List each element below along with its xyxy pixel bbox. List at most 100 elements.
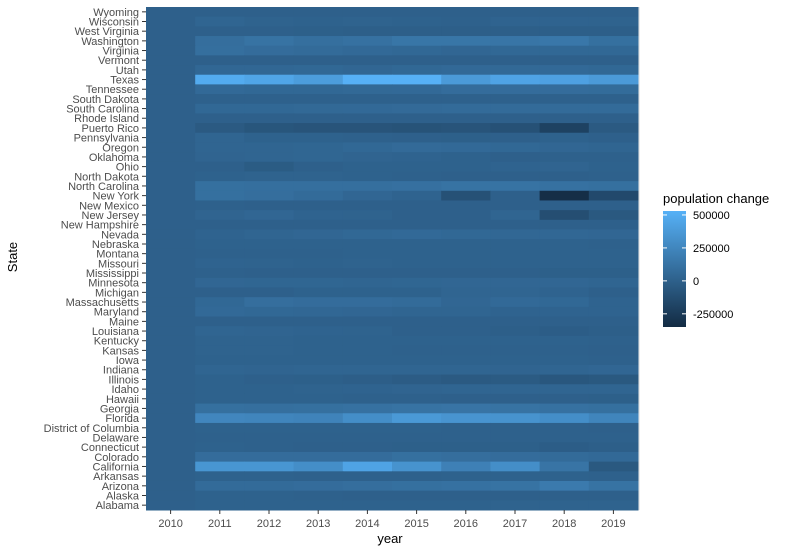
heatmap-cell <box>342 393 393 405</box>
heatmap-cell <box>588 210 639 221</box>
heatmap-cell <box>195 181 245 192</box>
heatmap-cell <box>441 480 491 492</box>
heatmap-cell <box>244 490 295 501</box>
heatmap-cell <box>539 432 590 443</box>
x-tick-label: 2017 <box>503 518 527 530</box>
heatmap-cell <box>392 181 442 192</box>
heatmap-cell <box>195 94 245 105</box>
heatmap-cell <box>195 490 245 501</box>
heatmap-cell <box>244 200 295 211</box>
heatmap-cell <box>244 326 295 337</box>
y-tick-label: New Mexico <box>79 200 139 212</box>
heatmap-cell <box>195 248 245 259</box>
heatmap-cell <box>342 306 393 318</box>
heatmap-cell <box>244 94 295 105</box>
heatmap-cell <box>342 461 393 472</box>
heatmap-cell <box>342 471 393 482</box>
y-tick-label: Rhode Island <box>74 113 139 125</box>
heatmap-cell <box>490 171 541 182</box>
heatmap-cell <box>342 490 393 501</box>
heatmap-cell <box>441 74 491 85</box>
y-tick-label: Puerto Rico <box>82 123 139 135</box>
heatmap-cell <box>441 335 491 347</box>
heatmap-cell <box>441 239 491 250</box>
heatmap-cell <box>195 161 245 172</box>
heatmap-cell <box>392 132 442 143</box>
heatmap-cell <box>195 26 245 37</box>
heatmap-cell <box>146 190 196 201</box>
heatmap-cell <box>293 132 344 143</box>
heatmap-cell <box>490 190 541 201</box>
heatmap-cell <box>293 500 344 511</box>
heatmap-cell <box>441 384 491 395</box>
heatmap-cell <box>588 471 639 482</box>
x-tick-label: 2012 <box>257 518 281 530</box>
heatmap-cell <box>195 229 245 240</box>
heatmap-cell <box>195 451 245 463</box>
y-tick-label: Florida <box>105 413 140 425</box>
y-tick-label: Tennessee <box>86 84 139 96</box>
heatmap-cell <box>392 16 442 27</box>
heatmap-cell <box>490 113 541 124</box>
heatmap-cells <box>146 7 639 511</box>
heatmap-cell <box>244 248 295 259</box>
heatmap-cell <box>539 219 590 230</box>
heatmap-cell <box>342 36 393 47</box>
heatmap-cell <box>293 277 344 289</box>
y-tick-label: District of Columbia <box>44 423 140 435</box>
heatmap-cell <box>588 335 639 347</box>
heatmap-cell <box>293 258 344 269</box>
heatmap-cell <box>342 500 393 511</box>
heatmap-cell <box>392 55 442 66</box>
heatmap-cell <box>490 422 541 434</box>
heatmap-cell <box>342 45 393 56</box>
heatmap-cell <box>195 55 245 66</box>
heatmap-cell <box>342 403 393 414</box>
heatmap-cell <box>588 200 639 211</box>
heatmap-cell <box>293 142 344 153</box>
heatmap-cell <box>588 190 639 201</box>
y-tick-label: Utah <box>116 65 139 77</box>
y-tick-label: Alabama <box>96 500 140 512</box>
heatmap-cell <box>244 103 295 114</box>
heatmap-cell <box>195 384 245 395</box>
heatmap-cell <box>490 393 541 405</box>
heatmap-cell <box>441 7 491 18</box>
heatmap-cell <box>293 200 344 211</box>
heatmap-cell <box>293 345 344 356</box>
heatmap-cell <box>490 258 541 269</box>
heatmap-cell <box>146 316 196 327</box>
heatmap-cell <box>490 200 541 211</box>
heatmap-cell <box>539 335 590 347</box>
heatmap-cell <box>195 16 245 27</box>
heatmap-cell <box>195 442 245 453</box>
heatmap-cell <box>441 45 491 56</box>
heatmap-cell <box>244 345 295 356</box>
heatmap-cell <box>293 219 344 230</box>
heatmap-cell <box>195 65 245 76</box>
heatmap-cell <box>293 480 344 492</box>
heatmap-cell <box>490 471 541 482</box>
heatmap-cell <box>441 94 491 105</box>
heatmap-cell <box>244 239 295 250</box>
heatmap-cell <box>392 248 442 259</box>
heatmap-cell <box>588 74 639 85</box>
heatmap-cell <box>342 103 393 114</box>
heatmap-cell <box>588 461 639 472</box>
heatmap-cell <box>293 55 344 66</box>
heatmap-cell <box>539 16 590 27</box>
y-tick-label: North Carolina <box>68 181 140 193</box>
heatmap-cell <box>195 471 245 482</box>
heatmap-cell <box>342 210 393 221</box>
heatmap-cell <box>441 142 491 153</box>
heatmap-cell <box>244 374 295 385</box>
heatmap-cell <box>146 297 196 308</box>
heatmap-cell <box>293 229 344 240</box>
heatmap-cell <box>392 229 442 240</box>
heatmap-cell <box>342 355 393 366</box>
heatmap-cell <box>490 355 541 366</box>
heatmap-cell <box>146 277 196 289</box>
heatmap-cell <box>490 500 541 511</box>
heatmap-cell <box>293 94 344 105</box>
